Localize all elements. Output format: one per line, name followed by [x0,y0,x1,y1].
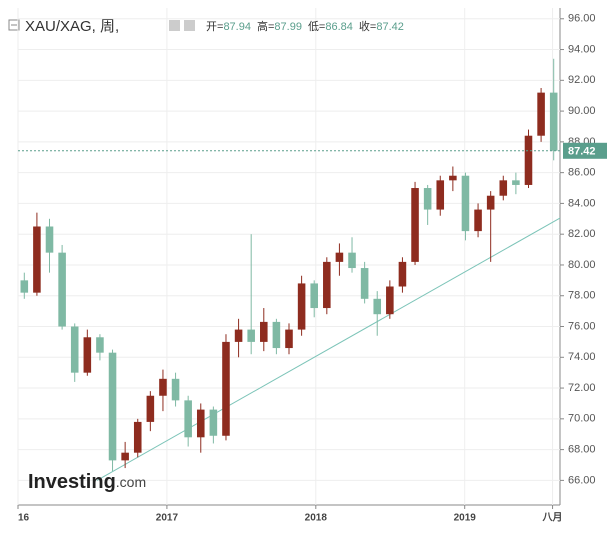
candle-body [285,329,293,349]
candle-body [549,92,558,151]
collapse-icon[interactable] [8,19,20,31]
candle-body [386,286,394,315]
trendline [96,217,561,481]
y-tick-label: 76.00 [568,320,596,332]
y-tick-label: 66.00 [568,474,596,486]
candle-body [537,92,545,136]
ohlc-label: 低= [308,20,325,33]
candle-body [159,378,167,396]
candle-body [474,209,482,232]
candle-body [209,409,218,436]
ohlc-value: 87.94 [223,21,251,33]
candle-body [234,329,243,342]
candle-body [121,452,129,461]
candle-body [222,341,230,436]
candle-body [58,252,66,327]
x-tick-label: 2018 [305,513,328,524]
candle-body [512,180,520,185]
y-tick-label: 80.00 [568,259,596,271]
candle-body [373,298,382,315]
y-tick-label: 78.00 [568,290,596,302]
ohlc-value: 87.42 [376,21,404,33]
ohlc-value: 86.84 [325,21,353,33]
candle-body [449,175,457,181]
y-tick-label: 90.00 [568,105,596,117]
candle-body [70,326,79,373]
logo-suffix: .com [116,474,146,490]
y-tick-label: 82.00 [568,228,596,240]
last-price-label: 87.42 [568,146,596,158]
candle-body [499,180,508,196]
candle-body [524,135,533,185]
x-tick-label: 八月 [542,512,563,524]
candle-body [184,400,192,438]
y-tick-label: 84.00 [568,197,596,209]
y-tick-label: 68.00 [568,444,596,456]
candle-body [398,261,407,287]
chart-title: XAU/XAG, 周, [25,18,119,35]
y-tick-label: 96.00 [568,13,596,25]
candle-body [310,283,318,309]
candle-body [335,252,344,262]
ohlc-label: 高= [257,19,274,33]
logo: Investing.com [28,471,146,493]
candle-body [133,421,142,453]
ohlc-label: 收= [359,19,376,33]
candle-body [423,188,432,210]
last-price-box [563,142,607,159]
candle-body [20,280,29,293]
candle-body [272,321,281,349]
candle-body [33,226,41,293]
candle-body [96,337,104,353]
candle-body [247,329,255,342]
y-tick-label: 74.00 [568,351,596,363]
settings-icon[interactable] [169,20,180,31]
y-tick-label: 70.00 [568,413,596,425]
x-tick-label: 2019 [454,513,477,524]
candle-body [348,252,356,269]
candle-body [461,175,470,232]
candle-body [486,195,495,210]
candle-body [297,283,306,330]
ohlc-label: 开= [206,21,223,33]
candle-body [171,378,180,401]
ohlc-value: 87.99 [274,21,302,33]
candle-body [360,268,369,299]
candle-body [196,409,205,438]
candle-body [146,395,155,422]
y-tick-label: 94.00 [568,43,596,55]
y-tick-label: 92.00 [568,74,596,86]
close-icon[interactable] [184,20,195,31]
x-tick-label: 16 [18,513,30,524]
candle-body [108,352,117,461]
x-tick-label: 2017 [156,513,179,524]
candle-body [411,188,419,262]
candle-body [323,261,331,309]
y-tick-label: 86.00 [568,167,596,179]
candle-body [83,337,92,373]
logo-brand: Investing [28,471,116,493]
y-tick-label: 72.00 [568,382,596,394]
candle-body [45,226,54,253]
candle-body [260,321,268,342]
candle-body [436,180,445,210]
